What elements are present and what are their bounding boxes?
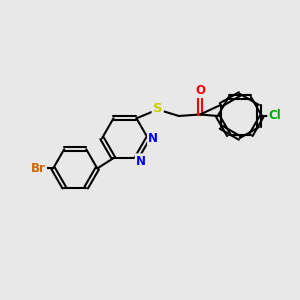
Text: Cl: Cl: [268, 110, 281, 122]
Text: N: N: [136, 154, 146, 168]
Text: S: S: [153, 102, 163, 115]
Text: O: O: [195, 84, 205, 97]
Text: N: N: [148, 132, 158, 145]
Text: Br: Br: [31, 162, 46, 175]
